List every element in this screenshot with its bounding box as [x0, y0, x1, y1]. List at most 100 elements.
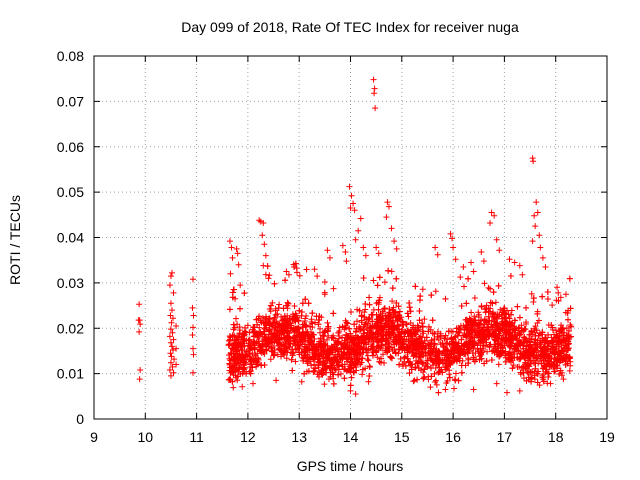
data-point — [232, 315, 239, 322]
data-point — [486, 331, 493, 338]
y-tick-label: 0.07 — [57, 93, 84, 109]
data-point — [388, 355, 395, 362]
data-point — [469, 349, 476, 356]
data-point — [539, 329, 546, 336]
data-point — [505, 337, 512, 344]
data-point — [477, 317, 484, 324]
data-point — [378, 342, 385, 349]
data-point — [317, 325, 324, 332]
data-point — [166, 366, 173, 373]
data-point — [362, 252, 369, 259]
data-point — [190, 369, 197, 376]
data-point — [332, 347, 339, 354]
data-point — [550, 362, 557, 369]
data-point — [234, 347, 241, 354]
data-point — [442, 332, 449, 339]
data-point — [460, 332, 467, 339]
data-point — [525, 362, 532, 369]
data-point — [363, 336, 370, 343]
data-point — [471, 358, 478, 365]
data-point — [549, 338, 556, 345]
data-point — [493, 236, 500, 243]
data-point — [168, 307, 175, 314]
data-point — [303, 322, 310, 329]
data-point — [476, 320, 483, 327]
data-point — [517, 339, 524, 345]
data-point — [236, 330, 243, 337]
data-point — [362, 321, 369, 328]
data-point — [190, 351, 197, 358]
data-point — [260, 262, 267, 269]
data-point — [478, 249, 485, 256]
data-point — [298, 378, 305, 385]
data-point — [516, 314, 523, 321]
data-point — [539, 293, 546, 300]
data-point — [491, 317, 498, 324]
data-point — [444, 336, 451, 343]
data-point — [540, 378, 547, 385]
data-point — [431, 341, 438, 348]
data-point — [560, 336, 567, 343]
y-tick-label: 0.01 — [57, 366, 84, 382]
data-point — [507, 311, 514, 318]
data-point — [261, 241, 268, 248]
data-point — [342, 249, 349, 256]
data-point — [357, 215, 364, 222]
data-point — [547, 345, 554, 352]
data-point — [301, 370, 308, 377]
data-point — [417, 293, 424, 300]
data-point — [387, 354, 394, 361]
data-point — [397, 343, 404, 350]
data-point — [366, 363, 373, 370]
x-tick-label: 16 — [445, 429, 461, 445]
data-point — [559, 326, 565, 333]
data-point — [499, 345, 506, 352]
data-point — [545, 331, 552, 338]
data-point — [228, 244, 235, 251]
data-point — [376, 314, 383, 321]
data-point — [241, 290, 248, 297]
data-point — [520, 339, 527, 346]
data-point — [299, 338, 306, 345]
data-point — [465, 275, 472, 282]
data-point — [406, 304, 413, 311]
data-point — [457, 274, 464, 281]
data-point — [494, 324, 501, 331]
data-point — [391, 238, 398, 245]
data-point — [365, 357, 372, 364]
data-point — [374, 282, 381, 289]
data-point — [266, 305, 273, 312]
data-point — [225, 342, 232, 349]
data-point — [299, 300, 306, 307]
data-point — [346, 363, 353, 370]
data-point — [167, 312, 174, 319]
data-point — [269, 299, 276, 306]
data-point — [434, 251, 441, 258]
data-point — [321, 278, 328, 285]
data-point — [528, 335, 535, 342]
data-point — [449, 235, 456, 242]
data-point — [251, 346, 258, 353]
data-point — [451, 357, 458, 364]
data-point — [360, 275, 367, 282]
data-point — [267, 302, 274, 309]
data-point — [285, 300, 292, 307]
data-point — [265, 326, 272, 333]
data-point — [380, 351, 387, 358]
data-point — [336, 352, 343, 359]
data-point — [452, 256, 459, 263]
data-point — [453, 325, 460, 332]
data-point — [391, 322, 398, 329]
data-point — [354, 318, 361, 325]
data-point — [432, 377, 439, 384]
data-point — [470, 321, 477, 328]
data-point — [350, 337, 357, 344]
data-point — [542, 263, 549, 270]
data-point — [348, 374, 355, 381]
data-point — [364, 352, 371, 359]
data-point — [393, 275, 400, 282]
data-point — [433, 352, 440, 359]
data-point — [352, 236, 359, 243]
data-point — [239, 383, 246, 390]
data-point — [545, 360, 552, 367]
